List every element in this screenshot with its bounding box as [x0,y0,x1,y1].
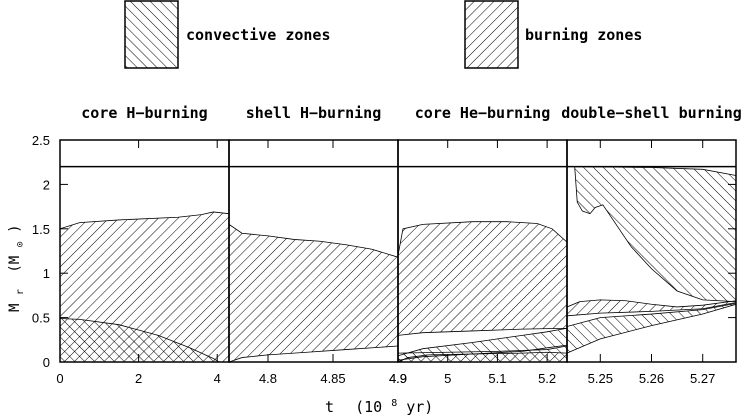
legend-convective-label: convective zones [186,26,331,44]
y-axis: 0 0.5 1 1.5 2 2.5 [32,133,736,370]
x-label-unit: (10 [355,398,382,416]
panel-2: shell H−burning 4.8 4.85 4.9 [228,104,407,386]
panel-4: double−shell burning 5.25 5.26 5.27 [561,104,742,386]
panel-title: shell H−burning [246,104,381,122]
y-label-unit: (M [7,256,23,273]
y-tick-label: 2 [43,177,50,192]
legend-burning-swatch [464,0,519,69]
convective-zone-3-2 [398,345,567,362]
x-tick-label: 4 [214,371,221,386]
convective-zone-4-1 [574,166,736,303]
x-tick-label: 5.26 [639,371,664,386]
panel-3: core He−burning 4.9 5 5.1 5.2 [389,104,568,386]
y-label-symbol: M [7,304,23,312]
x-tick-label: 5.1 [488,371,506,386]
y-tick-label: 0.5 [32,311,50,326]
y-label-unit-sub: ⊙ [15,241,26,247]
x-tick-label: 4.9 [389,371,407,386]
y-tick-label: 2.5 [32,133,50,148]
x-tick-label: 4.9 [389,371,407,386]
y-label-close: ) [7,224,23,232]
burning-zone-4-1 [567,299,736,317]
x-axis-label: t (10 8 yr) [325,392,433,416]
x-tick-label: 5.25 [588,371,613,386]
y-label-sub: r [15,289,26,295]
panel-title: double−shell burning [561,104,742,122]
x-tick-label: 4.8 [259,371,277,386]
legend: convective zones burning zones [124,0,642,69]
panel-title: core H−burning [81,104,207,122]
convective-zone-1-1 [60,318,220,362]
x-tick-label: 4.85 [320,371,345,386]
convective-zone-4-2 [567,302,736,354]
y-axis-label: M r (M ⊙ ) [7,224,27,312]
x-tick-label: 5 [444,371,451,386]
legend-convective-swatch [124,0,179,69]
x-label-symbol: t [325,398,334,416]
y-tick-label: 1.5 [32,222,50,237]
panels: core H−burning 0 2 4 shell H−burning 4.8 4.85 4… [56,104,741,386]
panel-1: core H−burning 0 2 4 [56,104,230,386]
y-tick-label: 1 [43,266,50,281]
x-tick-label: 5.27 [690,371,715,386]
x-tick-label: 2 [135,371,142,386]
legend-burning-label: burning zones [525,26,642,44]
x-tick-label: 5.2 [538,371,556,386]
x-tick-label: 0 [56,371,63,386]
x-label-exponent: 8 [391,398,397,409]
burning-zone-2-1 [229,223,398,362]
y-tick-label: 0 [43,355,50,370]
burning-zone-3-1 [398,221,567,336]
x-label-tail: yr) [406,398,433,416]
panel-title: core He−burning [415,104,550,122]
